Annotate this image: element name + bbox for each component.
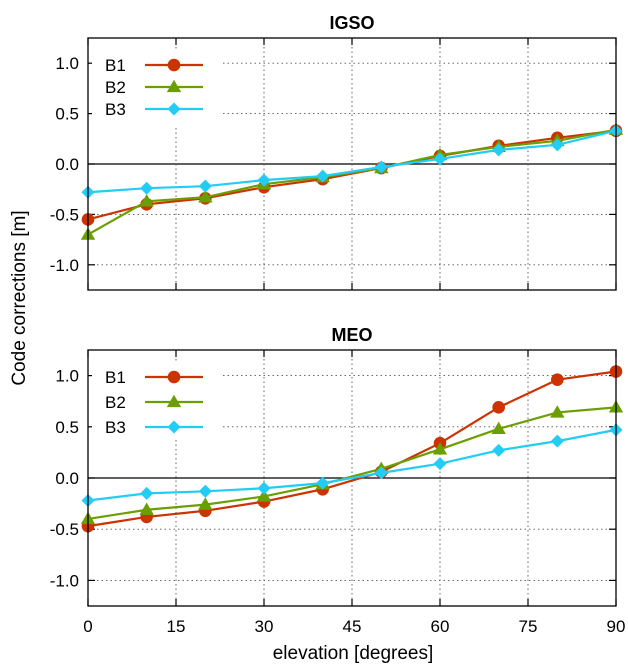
legend-label: B1 — [105, 368, 126, 387]
data-point — [198, 484, 212, 498]
x-tick-label: 75 — [519, 617, 538, 636]
meo-panel: MEO 1.0 0.5 0.0 -0.5 -1.0 0 15 30 45 60 75 90 B1 B2 B3 — [50, 325, 626, 636]
data-point — [316, 169, 330, 183]
series-line — [87, 428, 617, 502]
legend-label: B3 — [105, 418, 126, 437]
data-point — [257, 481, 271, 495]
x-tick-label: 45 — [343, 617, 362, 636]
data-point — [432, 442, 448, 455]
data-point — [550, 434, 564, 448]
data-point — [492, 143, 506, 157]
series-line — [87, 129, 617, 221]
data-point — [492, 443, 506, 457]
y-tick-label: 0.0 — [55, 469, 79, 488]
x-tick-label: 90 — [607, 617, 626, 636]
legend-marker — [167, 102, 181, 116]
y-tick-label: 1.0 — [55, 367, 79, 386]
x-tick-label: 0 — [83, 617, 92, 636]
series-b3 — [81, 423, 623, 508]
series-line — [87, 129, 617, 194]
y-tick-label: 0.0 — [55, 155, 79, 174]
series-line — [87, 406, 617, 521]
data-point — [550, 405, 565, 418]
panel-title: IGSO — [329, 13, 374, 33]
data-point — [198, 497, 213, 510]
series-b3 — [81, 124, 623, 199]
data-point — [140, 181, 154, 195]
plot-frame — [87, 349, 617, 607]
legend-label: B2 — [105, 393, 126, 412]
y-tick-label: 0.5 — [55, 105, 79, 124]
data-point — [198, 190, 213, 203]
data-point — [374, 466, 388, 480]
y-tick-label: -0.5 — [50, 205, 79, 224]
legend-marker — [167, 370, 181, 384]
data-point — [492, 401, 505, 414]
y-tick-label: -1.0 — [50, 571, 79, 590]
x-tick-label: 15 — [167, 617, 186, 636]
y-tick-label: 1.0 — [55, 54, 79, 73]
data-point — [433, 457, 447, 471]
series-line — [87, 370, 617, 528]
x-tick-label: 30 — [255, 617, 274, 636]
data-point — [257, 173, 271, 187]
y-tick-label: -1.0 — [50, 256, 79, 275]
legend-marker — [166, 394, 182, 408]
data-point — [198, 179, 212, 193]
panel-title: MEO — [331, 325, 372, 345]
legend-marker — [167, 58, 181, 72]
series-b1 — [81, 124, 623, 226]
legend-label: B1 — [105, 56, 126, 75]
legend-label: B2 — [105, 78, 126, 97]
x-axis-label: elevation [degrees] — [273, 643, 434, 664]
data-point — [550, 138, 564, 152]
y-tick-label: -0.5 — [50, 520, 79, 539]
data-point — [491, 421, 506, 435]
data-point — [551, 373, 564, 386]
data-point — [139, 194, 154, 207]
data-point — [139, 502, 154, 515]
legend-label: B3 — [105, 100, 126, 119]
legend-marker — [167, 420, 181, 434]
legend-marker — [166, 79, 182, 93]
igso-panel: IGSO 1.0 0.5 0.0 -0.5 -1.0 B1 B2 B3 — [50, 13, 624, 291]
y-axis-label: Code corrections [m] — [9, 210, 30, 385]
data-point — [140, 486, 154, 500]
plot-frame — [87, 37, 617, 291]
data-point — [316, 476, 330, 490]
x-tick-label: 60 — [431, 617, 450, 636]
data-point — [374, 160, 388, 174]
data-point — [256, 489, 272, 502]
y-tick-label: 0.5 — [55, 418, 79, 437]
data-point — [433, 152, 447, 166]
